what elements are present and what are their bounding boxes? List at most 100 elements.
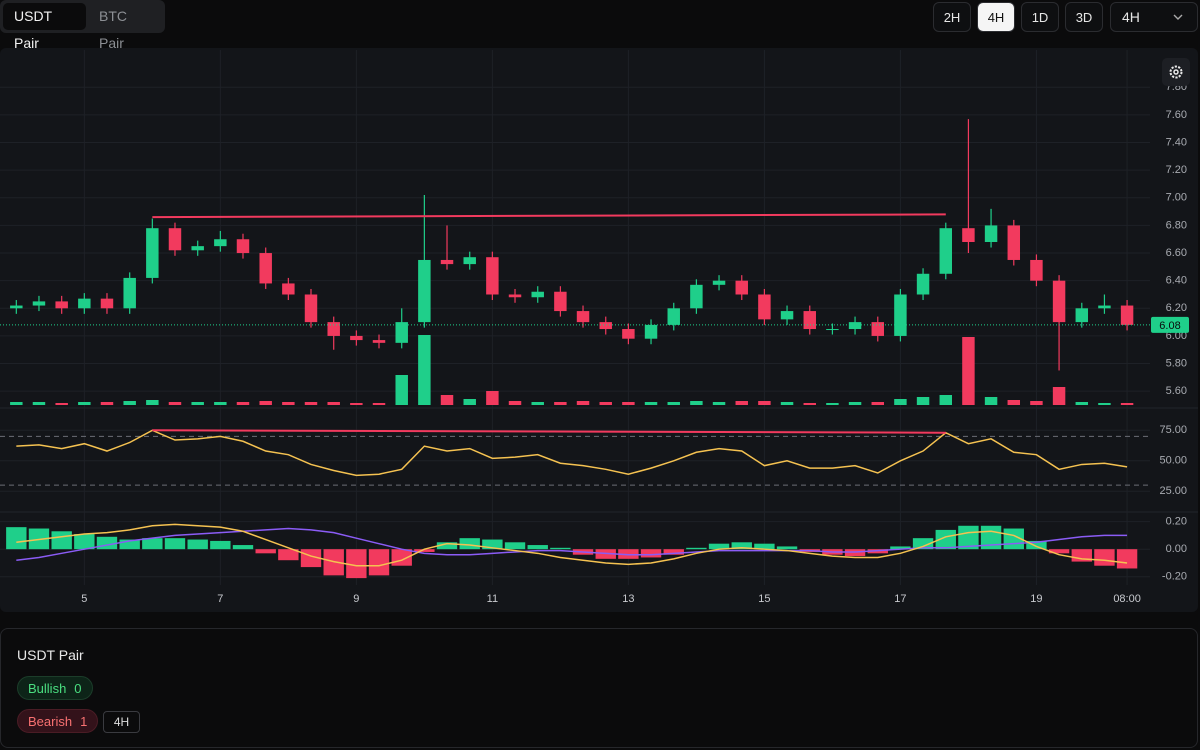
candle-body xyxy=(486,257,499,295)
candle-body xyxy=(395,322,408,343)
y-tick-label: 5.80 xyxy=(1166,357,1187,369)
summary-panel: USDT Pair Bullish 0 Bearish 1 4H xyxy=(0,628,1198,748)
candle-body xyxy=(554,291,567,312)
macd-histogram-bar xyxy=(663,549,684,555)
candle-body xyxy=(282,283,295,295)
macd-histogram-bar xyxy=(550,547,571,550)
candle-body xyxy=(599,322,612,330)
macd-histogram-bar xyxy=(436,542,458,550)
volume-bar xyxy=(304,402,318,405)
volume-bar xyxy=(1030,401,1043,405)
timeframe-button[interactable]: 1D xyxy=(1021,2,1059,32)
candle-body xyxy=(214,239,227,247)
pair-tab[interactable]: BTC Pair xyxy=(99,8,128,51)
settings-button[interactable] xyxy=(1162,58,1190,86)
y-tick-label: 7.20 xyxy=(1166,164,1187,176)
macd-signal-line xyxy=(16,527,1128,561)
candle-body xyxy=(780,311,794,320)
macd-histogram-bar xyxy=(414,549,435,552)
volume-bar xyxy=(1120,403,1134,405)
timeframe-button[interactable]: 3D xyxy=(1065,2,1103,32)
y-tick-label: 6.40 xyxy=(1166,275,1187,287)
candle-body xyxy=(100,298,114,309)
macd-histogram-bar xyxy=(686,547,707,550)
volume-bar xyxy=(259,401,272,405)
candle-body xyxy=(962,228,975,243)
candle-body xyxy=(1007,225,1021,260)
volume-bar xyxy=(168,402,182,405)
macd-histogram-bar xyxy=(278,549,299,561)
pair-tab[interactable]: USDT Pair xyxy=(3,3,87,51)
macd-histogram-bar xyxy=(74,534,95,550)
x-tick-label: 7 xyxy=(217,593,223,605)
candle-body xyxy=(78,298,91,309)
candle-body xyxy=(418,259,431,323)
candle-body xyxy=(440,259,454,265)
candle-body xyxy=(259,253,272,284)
timeframe-dropdown[interactable]: 4H xyxy=(1110,2,1198,32)
volume-bar xyxy=(440,395,454,405)
timeframe-button[interactable]: 2H xyxy=(933,2,971,32)
candle-body xyxy=(350,335,363,341)
candle-body xyxy=(871,322,884,336)
rsi-tick-label: 25.00 xyxy=(1159,485,1187,497)
candle-body xyxy=(1075,308,1089,323)
macd-tick-label: -0.20 xyxy=(1162,571,1187,583)
volume-bar xyxy=(78,402,91,405)
candle-body xyxy=(168,228,182,251)
macd-histogram-bar xyxy=(346,549,367,579)
rsi-tick-label: 50.00 xyxy=(1159,455,1187,467)
x-tick-label: 13 xyxy=(622,593,634,605)
volume-bar xyxy=(690,401,703,405)
macd-histogram-bar xyxy=(527,545,548,550)
chart-background xyxy=(0,48,1198,612)
candle-body xyxy=(916,273,930,295)
candle-body xyxy=(55,301,68,309)
volume-bar xyxy=(1075,402,1089,405)
x-tick-label: 5 xyxy=(81,593,87,605)
volume-bar xyxy=(327,402,340,405)
macd-histogram-bar xyxy=(776,546,798,550)
volume-bar xyxy=(1052,387,1066,405)
macd-histogram-bar xyxy=(51,531,72,550)
volume-bar xyxy=(395,375,408,405)
y-tick-label: 7.40 xyxy=(1166,136,1187,148)
summary-timeframe: 4H xyxy=(103,711,140,733)
candle-body xyxy=(576,311,590,323)
volume-bar xyxy=(282,402,295,405)
volume-bar xyxy=(871,402,884,405)
volume-bar xyxy=(55,403,68,405)
candle-body xyxy=(644,324,658,339)
volume-bar xyxy=(554,402,567,405)
volume-bar xyxy=(758,401,771,405)
macd-histogram-bar xyxy=(232,545,254,550)
candle-body xyxy=(531,291,544,298)
volume-bar xyxy=(984,397,998,405)
candle-body xyxy=(984,225,998,243)
macd-histogram-bar xyxy=(731,542,752,550)
x-tick-label: 15 xyxy=(758,593,770,605)
rsi-line xyxy=(16,429,1128,477)
candle-body xyxy=(848,322,862,330)
candle-body xyxy=(1052,280,1066,323)
volume-bar xyxy=(667,402,680,405)
macd-histogram-bar xyxy=(164,538,186,550)
last-price-label: 6.08 xyxy=(1159,320,1180,332)
y-tick-label: 6.20 xyxy=(1166,302,1187,314)
candle-body xyxy=(508,294,522,298)
y-tick-label: 7.60 xyxy=(1166,109,1187,121)
timeframe-button[interactable]: 4H xyxy=(977,2,1015,32)
x-tick-label: 08:00 xyxy=(1113,593,1141,605)
chart: 5 7 9 11 13 15 17 19 08:005.605.806.006.206.406.… xyxy=(0,48,1198,612)
candle-body xyxy=(236,239,250,254)
rsi-divergence-line xyxy=(152,429,946,434)
macd-histogram-bar xyxy=(1026,540,1047,550)
candle-body xyxy=(32,301,46,306)
macd-histogram-bar xyxy=(96,536,118,550)
volume-bar xyxy=(735,401,748,405)
candle-body xyxy=(1030,259,1043,281)
chevron xyxy=(1173,14,1183,20)
macd-histogram-bar xyxy=(912,538,934,550)
volume-bar xyxy=(508,401,522,405)
